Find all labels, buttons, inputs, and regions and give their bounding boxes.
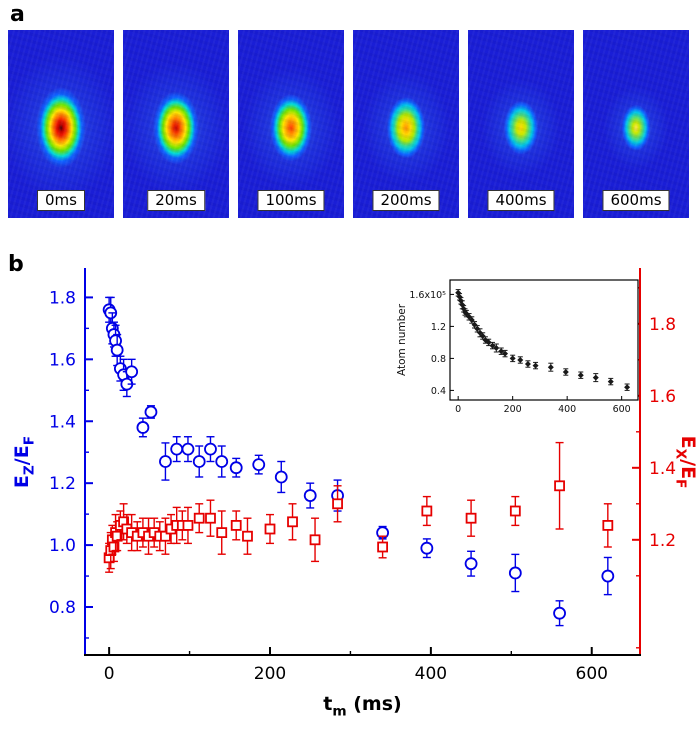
time-label: 100ms	[257, 190, 325, 211]
series-ex	[103, 441, 614, 573]
energy-vs-time-chart-container: 0.8 1.0 1.2 1.4 1.6 1.8 EZ/EF 1.2 1.4 1.6 1.8 EX/EF…	[0, 250, 700, 735]
svg-text:0.8: 0.8	[431, 354, 446, 365]
axes	[84, 268, 641, 656]
svg-text:EX/EF: EX/EF	[673, 436, 699, 489]
atom-cloud-blob	[583, 30, 689, 218]
absorption-image-200ms: 200ms	[353, 30, 459, 218]
time-label: 600ms	[602, 190, 670, 211]
absorption-images-row: 0ms 20ms 100ms 200ms 400ms 600ms	[8, 30, 689, 218]
svg-text:tm (ms): tm (ms)	[323, 693, 401, 719]
x-axis: 0 200 400 600 tm (ms)	[104, 647, 608, 719]
svg-text:1.8: 1.8	[649, 315, 676, 335]
atom-cloud-blob	[123, 30, 229, 218]
svg-text:0: 0	[455, 404, 461, 415]
time-label: 200ms	[372, 190, 440, 211]
svg-text:1.8: 1.8	[49, 288, 76, 308]
svg-text:600: 600	[576, 664, 608, 684]
absorption-image-100ms: 100ms	[238, 30, 344, 218]
time-label: 0ms	[37, 190, 85, 211]
svg-text:1.6x10⁵: 1.6x10⁵	[409, 290, 446, 301]
svg-text:1.2: 1.2	[49, 474, 76, 494]
panel-b-label: b	[8, 252, 24, 277]
time-label: 400ms	[487, 190, 555, 211]
svg-text:0.4: 0.4	[431, 386, 446, 397]
image-noise-overlay	[583, 30, 689, 218]
panel-a-label: a	[10, 2, 25, 27]
atom-cloud-blob	[468, 30, 574, 218]
atom-cloud-blob	[238, 30, 344, 218]
image-noise-overlay	[468, 30, 574, 218]
svg-text:EZ/EF: EZ/EF	[11, 436, 37, 488]
svg-text:1.2: 1.2	[431, 322, 446, 333]
absorption-image-0ms: 0ms	[8, 30, 114, 218]
right-axis: 1.2 1.4 1.6 1.8 EX/EF	[632, 287, 699, 649]
time-label: 20ms	[147, 190, 205, 211]
svg-text:0: 0	[104, 664, 115, 684]
svg-text:0.8: 0.8	[49, 598, 76, 618]
image-noise-overlay	[8, 30, 114, 218]
svg-text:400: 400	[415, 664, 447, 684]
svg-text:1.4: 1.4	[49, 412, 76, 432]
svg-text:200: 200	[254, 664, 286, 684]
image-noise-overlay	[123, 30, 229, 218]
atom-cloud-blob	[353, 30, 459, 218]
svg-text:400: 400	[558, 404, 576, 415]
absorption-image-20ms: 20ms	[123, 30, 229, 218]
svg-text:1.0: 1.0	[49, 536, 76, 556]
svg-text:1.4: 1.4	[649, 459, 676, 479]
series-ez	[102, 296, 615, 627]
image-noise-overlay	[353, 30, 459, 218]
absorption-image-600ms: 600ms	[583, 30, 689, 218]
svg-text:1.2: 1.2	[649, 531, 676, 551]
svg-text:1.6: 1.6	[649, 387, 676, 407]
image-noise-overlay	[238, 30, 344, 218]
svg-text:600: 600	[613, 404, 631, 415]
svg-text:200: 200	[504, 404, 522, 415]
inset-ylabel: Atom number	[396, 303, 408, 376]
atom-cloud-blob	[8, 30, 114, 218]
svg-text:1.6: 1.6	[49, 350, 76, 370]
inset-atom-number-plot: 0.4 0.8 1.2 1.6x10⁵ 0 200 400 600 Atom number	[396, 279, 639, 415]
absorption-image-400ms: 400ms	[468, 30, 574, 218]
energy-vs-time-chart: 0.8 1.0 1.2 1.4 1.6 1.8 EZ/EF 1.2 1.4 1.6 1.8 EX/EF…	[11, 268, 699, 719]
left-axis: 0.8 1.0 1.2 1.4 1.6 1.8 EZ/EF	[11, 288, 93, 639]
